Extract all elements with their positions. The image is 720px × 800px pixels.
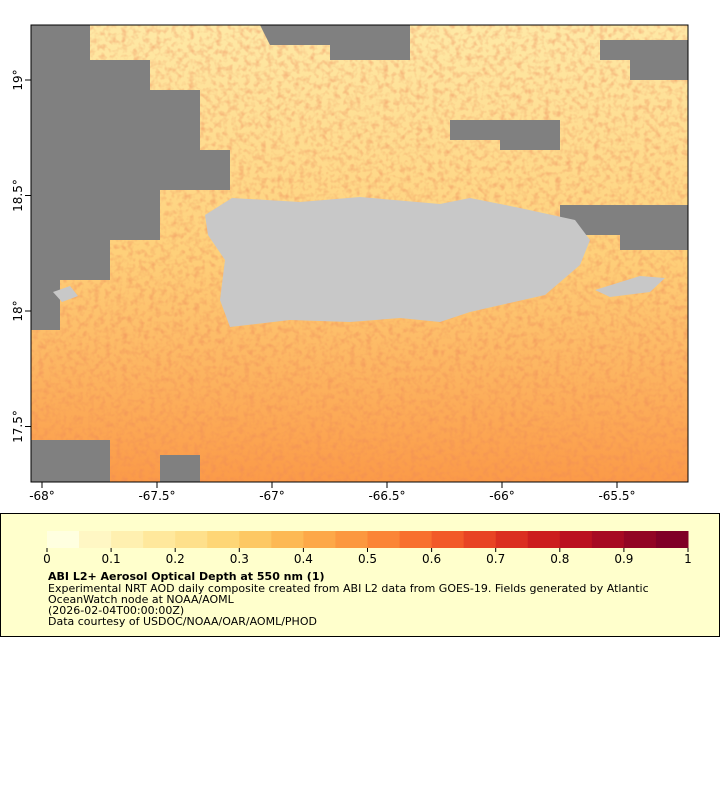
colorbar-swatch bbox=[303, 531, 336, 548]
colorbar-tick-label: 0.8 bbox=[550, 552, 569, 566]
colorbar-swatch bbox=[335, 531, 368, 548]
colorbar-tick-label: 0.2 bbox=[166, 552, 185, 566]
colorbar-swatch bbox=[367, 531, 401, 548]
colorbar-swatch bbox=[175, 531, 208, 548]
colorbar-swatch bbox=[495, 531, 529, 548]
y-tick-label: 19° bbox=[11, 69, 25, 90]
colorbar-swatch bbox=[79, 531, 112, 548]
colorbar-swatch bbox=[239, 531, 272, 548]
caption-title: ABI L2+ Aerosol Optical Depth at 550 nm … bbox=[48, 570, 325, 583]
colorbar-tick-label: 1 bbox=[684, 552, 692, 566]
y-tick-label: 18° bbox=[11, 300, 25, 321]
colorbar-swatch bbox=[655, 531, 689, 548]
y-tick-label: 18.5° bbox=[11, 179, 25, 212]
colorbar-swatch bbox=[47, 531, 80, 548]
colorbar-swatch bbox=[559, 531, 593, 548]
colorbar-swatch bbox=[463, 531, 497, 548]
x-tick-label: -66° bbox=[489, 489, 515, 503]
colorbar-swatch bbox=[527, 531, 561, 548]
x-tick-label: -68° bbox=[29, 489, 55, 503]
x-tick-label: -65.5° bbox=[598, 489, 635, 503]
caption-line: Experimental NRT AOD daily composite cre… bbox=[48, 582, 649, 595]
x-tick-label: -67.5° bbox=[138, 489, 175, 503]
colorbar-tick-label: 0.5 bbox=[358, 552, 377, 566]
caption-line: (2026-02-04T00:00:00Z) bbox=[48, 604, 184, 617]
colorbar: 0 0.1 0.2 0.3 0.4 0.5 0.6 0.7 0.8 0.9 1 bbox=[43, 531, 692, 566]
colorbar-swatch bbox=[623, 531, 657, 548]
caption-line: Data courtesy of USDOC/NOAA/OAR/AOML/PHO… bbox=[48, 615, 317, 628]
colorbar-swatch bbox=[207, 531, 240, 548]
map-image bbox=[31, 25, 688, 482]
colorbar-tick-label: 0.7 bbox=[486, 552, 505, 566]
caption-line: OceanWatch node at NOAA/AOML bbox=[48, 593, 235, 606]
x-tick-label: -66.5° bbox=[368, 489, 405, 503]
colorbar-tick-label: 0.6 bbox=[422, 552, 441, 566]
y-tick-label: 17.5° bbox=[11, 410, 25, 443]
x-tick-label: -67° bbox=[259, 489, 285, 503]
colorbar-swatch bbox=[111, 531, 144, 548]
colorbar-tick-label: 0.3 bbox=[230, 552, 249, 566]
colorbar-swatch bbox=[399, 531, 433, 548]
colorbar-swatch bbox=[431, 531, 465, 548]
colorbar-swatch bbox=[271, 531, 304, 548]
map-frame bbox=[30, 24, 689, 483]
colorbar-tick-label: 0.9 bbox=[614, 552, 633, 566]
colorbar-tick-label: 0.4 bbox=[294, 552, 313, 566]
axes: -68° -67.5° -67° -66.5° -66° -65.5° 19° 18.5° 18… bbox=[11, 69, 636, 503]
colorbar-tick-label: 0.1 bbox=[102, 552, 121, 566]
colorbar-swatch bbox=[591, 531, 625, 548]
colorbar-tick-label: 0 bbox=[43, 552, 51, 566]
colorbar-swatch bbox=[143, 531, 176, 548]
